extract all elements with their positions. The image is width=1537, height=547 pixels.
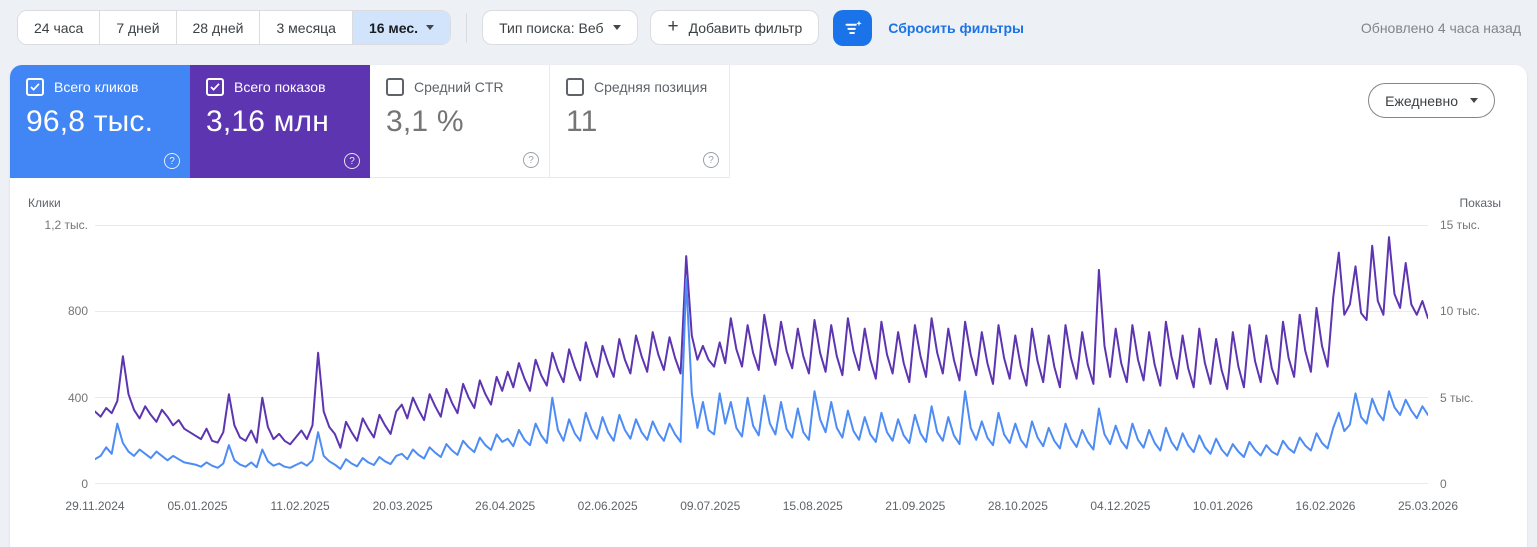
left-axis-tick: 1,2 тыс.: [44, 218, 88, 232]
date-range-label: 7 дней: [116, 19, 160, 36]
metric-card-impressions[interactable]: Всего показов 3,16 млн?: [190, 65, 370, 178]
add-filter-button[interactable]: + Добавить фильтр: [650, 10, 820, 45]
help-icon[interactable]: ?: [523, 152, 539, 168]
metric-label: Всего кликов: [54, 79, 139, 95]
chevron-down-icon: [426, 25, 435, 30]
date-range-label: 28 дней: [192, 19, 244, 36]
x-axis-tick: 21.09.2025: [885, 499, 946, 513]
metric-label: Всего показов: [234, 79, 326, 95]
last-updated-text: Обновлено 4 часа назад: [1360, 19, 1521, 36]
date-range-label: 3 месяца: [276, 19, 336, 36]
add-filter-label: Добавить фильтр: [688, 19, 803, 36]
metric-card-clicks[interactable]: Всего кликов 96,8 тыс.?: [10, 65, 190, 178]
toolbar-divider: [466, 12, 468, 43]
metric-label: Средний CTR: [414, 79, 504, 95]
help-icon[interactable]: ?: [344, 153, 360, 169]
left-axis-tick: 0: [81, 477, 88, 491]
left-axis-tick: 400: [67, 390, 88, 405]
search-type-filter-button[interactable]: Тип поиска: Веб: [482, 10, 639, 45]
search-type-label: Тип поиска: Веб: [499, 19, 604, 36]
plus-icon: +: [667, 16, 679, 37]
x-axis-tick: 11.02.2025: [270, 499, 330, 513]
x-axis-tick: 09.07.2025: [680, 499, 741, 513]
metric-card-header: Всего кликов: [26, 78, 174, 96]
left-axis-tick: 800: [67, 304, 88, 319]
date-range-option-1[interactable]: 7 дней: [99, 11, 176, 44]
metric-card-header: Всего показов: [206, 78, 354, 96]
metric-value: 11: [566, 105, 598, 138]
position-checkbox[interactable]: [566, 78, 584, 96]
metric-value: 3,16 млн: [206, 105, 330, 138]
x-axis-tick: 29.11.2024: [65, 499, 125, 513]
frequency-dropdown[interactable]: Ежедневно: [1368, 83, 1495, 118]
x-axis-tick: 10.01.2026: [1192, 499, 1253, 513]
filters-toolbar: 24 часа 7 дней 28 дней 3 месяца 16 мес. Тип …: [17, 9, 1521, 46]
x-axis-tick: 05.01.2025: [167, 499, 228, 513]
clicks-checkbox[interactable]: [26, 78, 44, 96]
date-range-option-2[interactable]: 28 дней: [175, 11, 260, 44]
filter-sparkle-icon: [842, 17, 864, 39]
metric-card-header: Средняя позиция: [566, 78, 713, 96]
date-range-label: 24 часа: [34, 19, 84, 36]
x-axis-tick: 25.03.2026: [1397, 499, 1459, 513]
help-icon[interactable]: ?: [703, 152, 719, 168]
right-axis-tick: 15 тыс.: [1440, 218, 1481, 232]
date-range-option-3[interactable]: 3 месяца: [259, 11, 352, 44]
performance-chart[interactable]: [95, 225, 1428, 484]
x-axis-tick: 26.04.2025: [475, 499, 536, 513]
x-axis-tick: 04.12.2025: [1090, 499, 1151, 513]
date-range-label: 16 мес.: [368, 19, 419, 36]
help-icon[interactable]: ?: [164, 153, 180, 169]
x-axis-tick: 28.10.2025: [987, 499, 1048, 513]
metric-card-position[interactable]: Средняя позиция 11?: [550, 65, 730, 178]
x-axis-tick: 20.03.2025: [372, 499, 433, 513]
chevron-down-icon: [613, 25, 622, 30]
right-axis-tick: 0: [1440, 477, 1447, 491]
ctr-checkbox[interactable]: [386, 78, 404, 96]
date-range-segmented-control: 24 часа 7 дней 28 дней 3 месяца 16 мес.: [17, 10, 452, 45]
impressions-line: [95, 236, 1428, 449]
chevron-down-icon: [1470, 98, 1478, 103]
right-axis-tick: 10 тыс.: [1440, 304, 1481, 319]
metric-cards-row: Всего кликов 96,8 тыс.? Всего показов 3,16 …: [10, 65, 730, 178]
metric-value: 96,8 тыс.: [26, 105, 154, 138]
metric-label: Средняя позиция: [594, 79, 708, 95]
impressions-checkbox[interactable]: [206, 78, 224, 96]
right-axis-title: Показы: [1459, 196, 1501, 210]
frequency-label: Ежедневно: [1385, 92, 1458, 109]
x-axis-tick: 15.08.2025: [782, 499, 843, 513]
x-axis-tick: 02.06.2025: [577, 499, 638, 513]
reset-filters-link[interactable]: Сбросить фильтры: [888, 19, 1024, 36]
date-range-option-4[interactable]: 16 мес.: [351, 11, 451, 44]
x-axis-tick: 16.02.2026: [1295, 499, 1356, 513]
smart-filter-button[interactable]: [833, 9, 873, 46]
left-axis-title: Клики: [28, 196, 61, 210]
right-axis-tick: 5 тыс.: [1440, 390, 1474, 405]
date-range-option-0[interactable]: 24 часа: [18, 11, 100, 44]
clicks-line: [95, 278, 1428, 470]
metric-card-header: Средний CTR: [386, 78, 533, 96]
metric-card-ctr[interactable]: Средний CTR 3,1 %?: [370, 65, 550, 178]
metric-value: 3,1 %: [386, 105, 464, 138]
performance-report-card: Всего кликов 96,8 тыс.? Всего показов 3,16 …: [10, 65, 1527, 547]
